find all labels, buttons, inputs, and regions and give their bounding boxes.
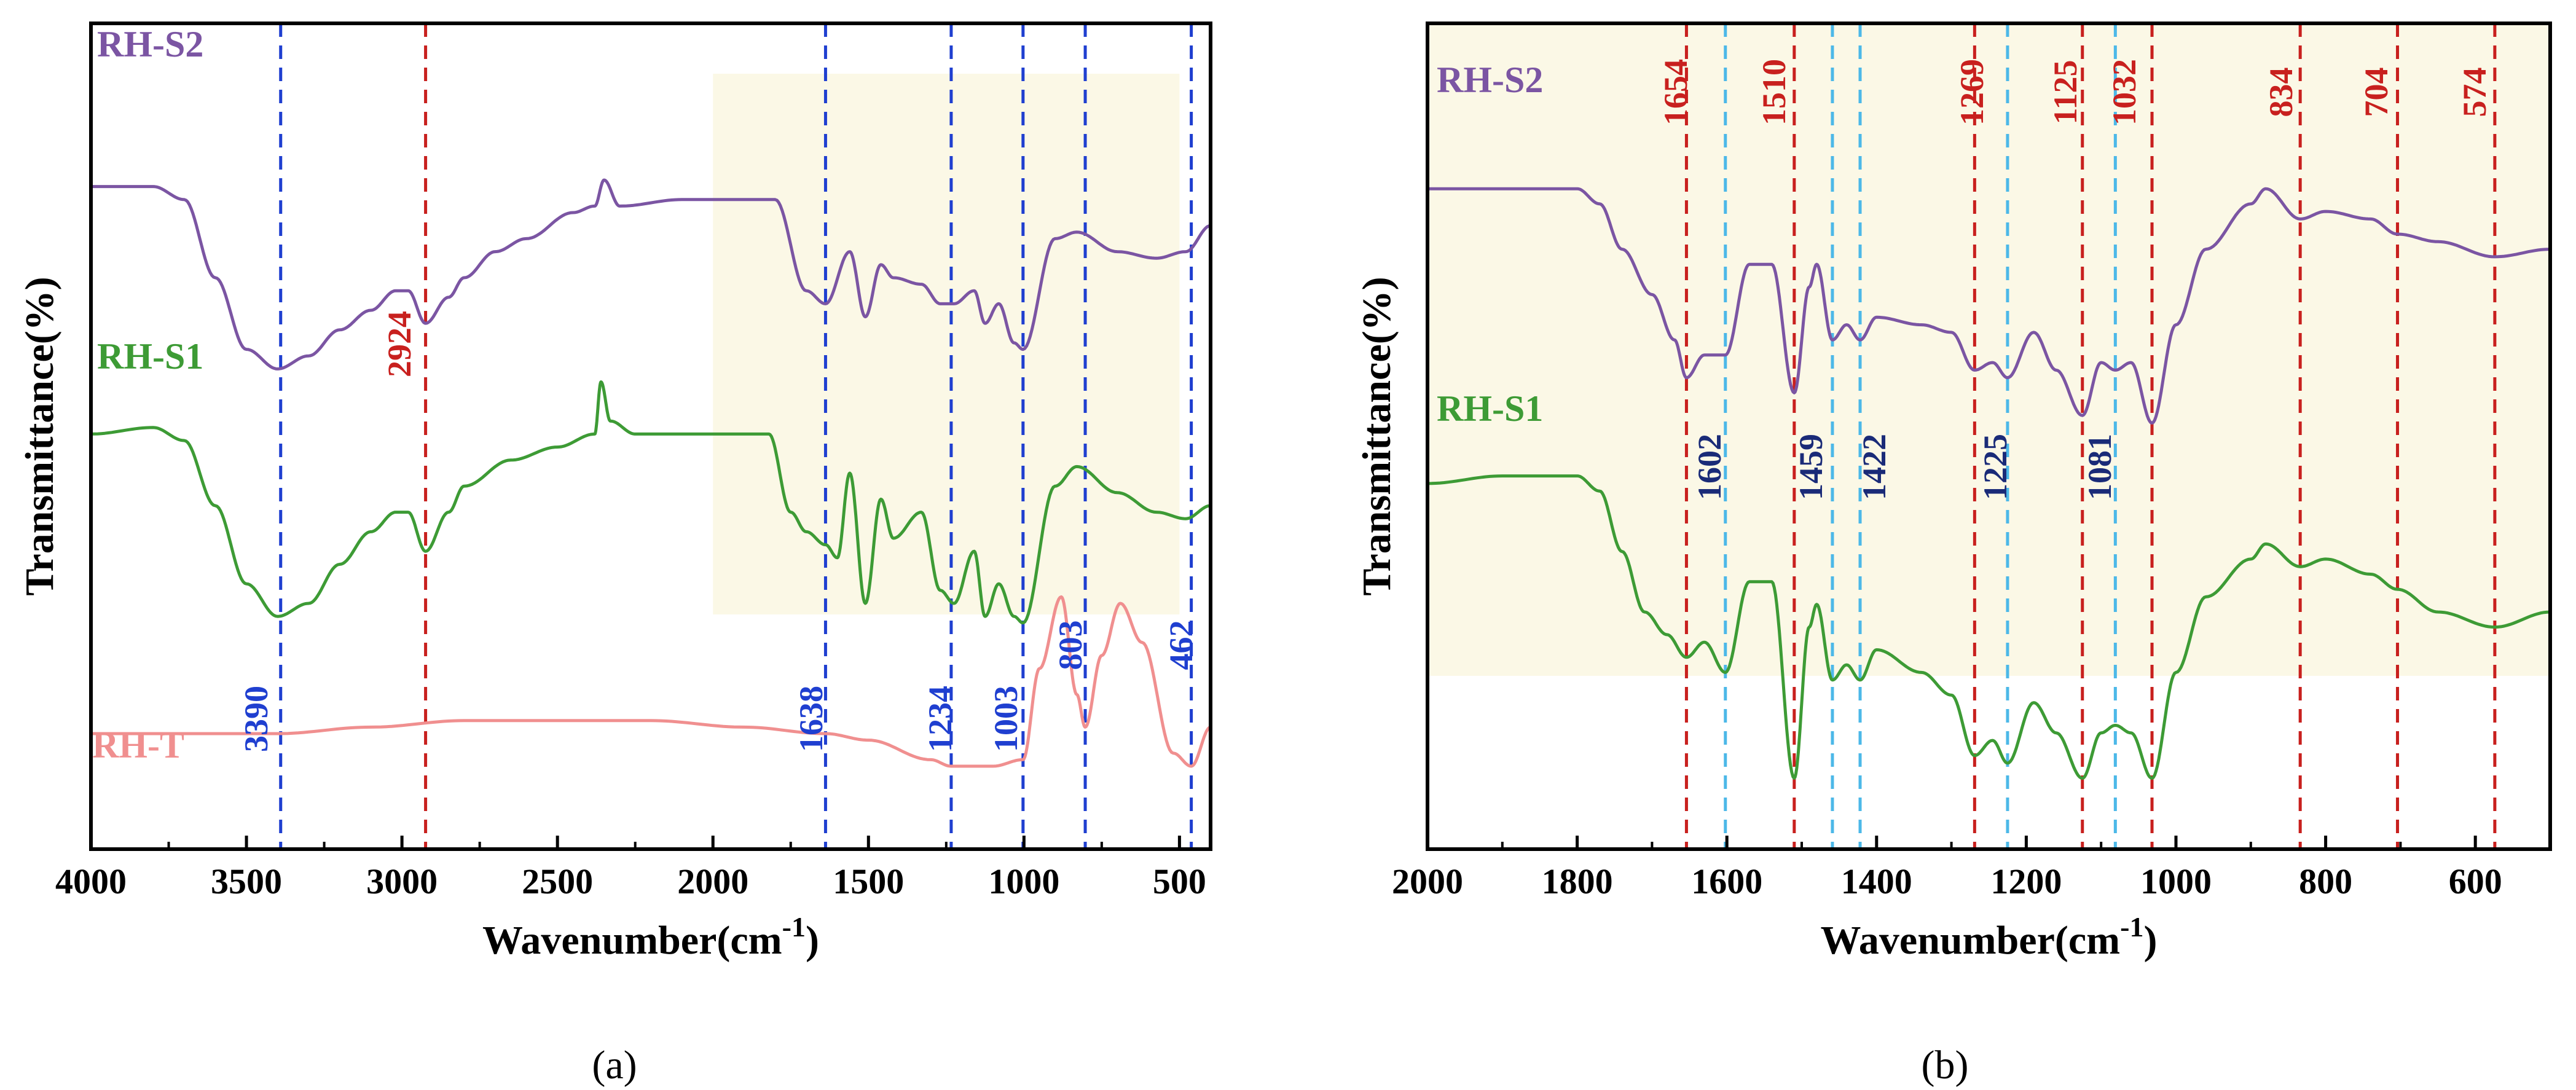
peak-label-462: 462	[1163, 621, 1200, 670]
x-axis-title: Wavenumber(cm-1)	[482, 911, 819, 963]
peak-label-1654: 1654	[1657, 59, 1694, 125]
panel-a-caption: (a)	[592, 1043, 637, 1088]
y-axis-title: Transmittance(%)	[1354, 276, 1399, 595]
x-tick-label: 1600	[1691, 861, 1762, 901]
peak-label-2924: 2924	[381, 311, 418, 377]
x-tick-label: 3500	[211, 861, 282, 901]
peak-label-1638: 1638	[793, 686, 830, 752]
series-label-rh-s1: RH-S1	[1437, 388, 1543, 429]
panel-a: RH-S2 RH-S1 RH-T 3390 1638 1234 1003 803 462 2924…	[17, 22, 1212, 963]
peak-label-1422: 1422	[1856, 434, 1893, 500]
peak-label-1125: 1125	[2047, 60, 2084, 124]
series-line-rh-t	[91, 595, 1211, 768]
series-label-rh-s2: RH-S2	[97, 24, 203, 65]
x-tick-label: 1800	[1542, 861, 1613, 901]
shaded-region	[713, 74, 1180, 614]
series-label-rh-s1: RH-S1	[97, 336, 203, 377]
panel-b-caption: (b)	[1922, 1043, 1969, 1088]
y-axis-title: Transmittance(%)	[17, 276, 62, 595]
peak-label-574: 574	[2456, 68, 2493, 117]
x-tick-label: 2000	[677, 861, 748, 901]
peak-label-3390: 3390	[238, 686, 275, 752]
x-tick-label: 1000	[988, 861, 1059, 901]
peak-label-1510: 1510	[1756, 59, 1793, 125]
series-line-rh-s2	[1427, 187, 2551, 425]
plot-frame	[89, 22, 1212, 851]
shaded-region	[1427, 25, 2550, 676]
x-tick-label: 2000	[1392, 861, 1463, 901]
peak-label-1269: 1269	[1954, 59, 1990, 125]
x-tick-label: 1200	[1990, 861, 2062, 901]
x-tick-label: 3000	[366, 861, 438, 901]
x-tick-label: 2500	[522, 861, 593, 901]
series-label-rh-t: RH-T	[92, 725, 184, 766]
x-tick-label: 1500	[833, 861, 904, 901]
peak-label-1234: 1234	[922, 686, 959, 752]
peak-label-704: 704	[2358, 68, 2395, 117]
series-line-rh-s2	[91, 178, 1211, 371]
plot-frame	[1426, 22, 2552, 851]
peak-label-1032: 1032	[2106, 59, 2143, 125]
x-tick-label: 1000	[2140, 861, 2212, 901]
peak-label-1003: 1003	[988, 686, 1024, 752]
peak-label-1459: 1459	[1793, 434, 1829, 500]
peak-label-834: 834	[2263, 68, 2299, 117]
panel-b: RH-S2 RH-S1 1654 1510 1269 1125 1032 834 704 574 1…	[1354, 22, 2552, 963]
x-tick-label: 4000	[55, 861, 127, 901]
peak-label-803: 803	[1052, 621, 1089, 670]
x-tick-label: 1400	[1841, 861, 1912, 901]
series-line-rh-s1	[90, 380, 1211, 625]
series-label-rh-s2: RH-S2	[1437, 60, 1543, 100]
x-tick-label: 800	[2299, 861, 2352, 901]
peak-label-1081: 1081	[2081, 434, 2118, 500]
peak-label-1225: 1225	[1977, 434, 2014, 500]
x-tick-label: 600	[2449, 861, 2502, 901]
peak-label-1602: 1602	[1691, 434, 1728, 500]
series-line-rh-s1	[1427, 474, 2551, 780]
x-tick-label: 500	[1153, 861, 1206, 901]
x-axis-title: Wavenumber(cm-1)	[1821, 911, 2158, 963]
